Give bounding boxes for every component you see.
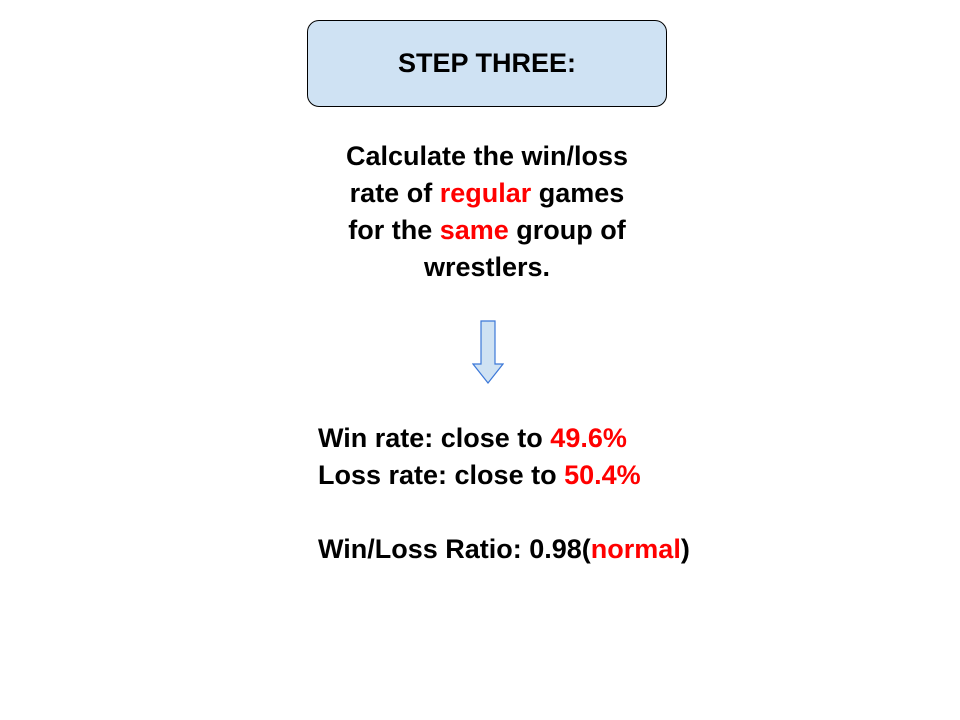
instruction-line-2-post: games bbox=[531, 178, 625, 208]
step-title: STEP THREE: bbox=[397, 48, 577, 78]
instruction-text: Calculate the win/loss rate of regular g… bbox=[297, 138, 677, 286]
loss-rate-label: Loss rate: close to bbox=[318, 460, 565, 490]
highlight-regular: regular bbox=[439, 178, 532, 208]
instruction-line-2: rate of regular games bbox=[297, 175, 677, 212]
instruction-line-4: wrestlers. bbox=[297, 249, 677, 286]
instruction-line-2-pre: rate of bbox=[349, 178, 440, 208]
instruction-line-4-text: wrestlers. bbox=[423, 252, 551, 282]
results-spacer bbox=[318, 494, 938, 531]
instruction-line-1: Calculate the win/loss bbox=[297, 138, 677, 175]
down-arrow-shape bbox=[472, 320, 504, 384]
results-block: Win rate: close to 49.6% Loss rate: clos… bbox=[318, 420, 938, 568]
ratio-status: normal bbox=[590, 534, 681, 564]
down-arrow-icon bbox=[472, 320, 504, 384]
instruction-line-1-text: Calculate the win/loss bbox=[345, 141, 629, 171]
ratio-close-paren: ) bbox=[680, 534, 690, 564]
ratio-label: Win/Loss Ratio: 0.98( bbox=[318, 534, 591, 564]
instruction-line-3-post: group of bbox=[508, 215, 626, 245]
highlight-same: same bbox=[439, 215, 509, 245]
step-title-box: STEP THREE: bbox=[307, 20, 667, 107]
instruction-line-3: for the same group of bbox=[297, 212, 677, 249]
instruction-line-3-pre: for the bbox=[348, 215, 440, 245]
win-rate-value: 49.6% bbox=[550, 423, 627, 453]
win-rate-line: Win rate: close to 49.6% bbox=[318, 420, 938, 457]
loss-rate-value: 50.4% bbox=[564, 460, 641, 490]
ratio-line: Win/Loss Ratio: 0.98(normal) bbox=[318, 531, 938, 568]
loss-rate-line: Loss rate: close to 50.4% bbox=[318, 457, 938, 494]
win-rate-label: Win rate: close to bbox=[318, 423, 551, 453]
